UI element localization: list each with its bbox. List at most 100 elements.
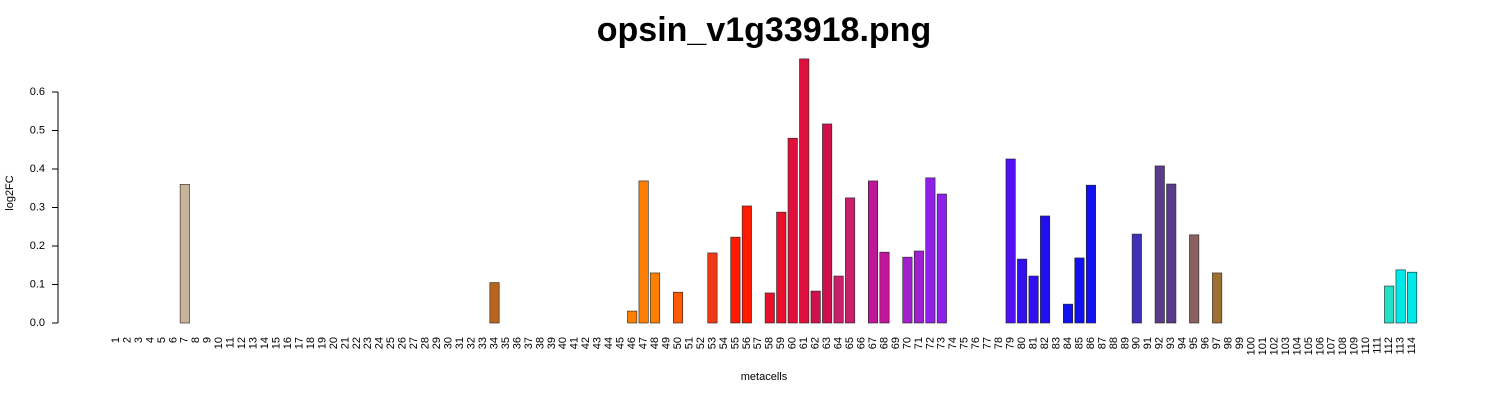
x-tick-label: 2: [121, 337, 133, 343]
x-tick-label: 97: [1211, 337, 1223, 349]
x-tick-label: 94: [1177, 337, 1189, 349]
x-tick-label: 13: [248, 337, 260, 349]
x-tick-label: 44: [603, 337, 615, 349]
x-tick-label: 82: [1039, 337, 1051, 349]
x-tick-label: 14: [259, 337, 271, 349]
x-tick-label: 80: [1016, 337, 1028, 349]
x-tick-label: 95: [1188, 337, 1200, 349]
y-tick-label: 0.4: [30, 163, 45, 175]
x-tick-label: 17: [293, 337, 305, 349]
x-tick-label: 68: [878, 337, 890, 349]
bar: [1074, 257, 1085, 324]
x-tick-label: 103: [1280, 337, 1292, 355]
x-tick-label: 30: [443, 337, 455, 349]
x-tick-label: 96: [1200, 337, 1212, 349]
y-axis-label: log2FC: [4, 175, 16, 211]
x-tick-label: 74: [947, 337, 959, 349]
bar: [741, 205, 752, 324]
bar: [1166, 183, 1177, 324]
bar: [179, 184, 190, 324]
x-tick-label: 88: [1108, 337, 1120, 349]
bar: [833, 275, 844, 324]
x-tick-label: 104: [1291, 337, 1303, 355]
x-tick-label: 114: [1406, 337, 1418, 355]
bar: [1005, 158, 1016, 324]
x-tick-label: 6: [167, 337, 179, 343]
bar: [707, 252, 718, 324]
x-tick-label: 49: [660, 337, 672, 349]
x-tick-label: 65: [844, 337, 856, 349]
x-tick-label: 100: [1245, 337, 1257, 355]
x-tick-label: 27: [408, 337, 420, 349]
bar: [1085, 184, 1096, 324]
x-tick-label: 61: [798, 337, 810, 349]
y-tick-label: 0.6: [30, 86, 45, 98]
bar: [1040, 215, 1051, 324]
x-tick-label: 36: [511, 337, 523, 349]
bar: [1017, 258, 1028, 324]
x-tick-label: 63: [821, 337, 833, 349]
x-tick-label: 25: [385, 337, 397, 349]
x-tick-label: 1: [110, 337, 122, 343]
x-tick-label: 47: [638, 337, 650, 349]
x-tick-label: 3: [133, 337, 145, 343]
x-tick-label: 85: [1073, 337, 1085, 349]
x-tick-label: 78: [993, 337, 1005, 349]
x-tick-label: 4: [144, 337, 156, 343]
bar: [730, 236, 741, 324]
x-tick-label: 15: [270, 337, 282, 349]
x-tick-label: 71: [913, 337, 925, 349]
x-tick-label: 107: [1326, 337, 1338, 355]
bar: [822, 123, 833, 324]
x-tick-label: 12: [236, 337, 248, 349]
bar: [879, 251, 890, 324]
x-tick-label: 42: [580, 337, 592, 349]
x-tick-label: 23: [362, 337, 374, 349]
y-tick-label: 0.2: [30, 240, 45, 252]
x-tick-label: 110: [1360, 337, 1372, 355]
x-tick-label: 72: [924, 337, 936, 349]
bar: [1407, 271, 1418, 324]
x-tick-label: 83: [1050, 337, 1062, 349]
x-tick-label: 113: [1395, 337, 1407, 355]
x-tick-label: 18: [305, 337, 317, 349]
x-tick-label: 11: [225, 337, 237, 348]
y-tick-label: 0.5: [30, 124, 45, 136]
bar: [1395, 269, 1406, 324]
x-tick-label: 26: [397, 337, 409, 349]
x-tick-label: 60: [787, 337, 799, 349]
x-tick-label: 10: [213, 337, 225, 349]
x-tick-label: 66: [855, 337, 867, 349]
bar: [638, 180, 649, 324]
x-tick-label: 62: [810, 337, 822, 349]
bar: [1189, 234, 1200, 324]
x-tick-label: 102: [1268, 337, 1280, 355]
x-tick-label: 105: [1303, 337, 1315, 355]
bar: [1028, 275, 1039, 324]
x-tick-label: 46: [626, 337, 638, 349]
bar: [936, 193, 947, 324]
x-tick-label: 43: [592, 337, 604, 349]
bar: [845, 197, 856, 324]
bar: [1212, 272, 1223, 324]
bar: [650, 272, 661, 324]
x-tick-label: 45: [615, 337, 627, 349]
x-tick-label: 89: [1119, 337, 1131, 349]
y-tick-label: 0.0: [30, 317, 45, 329]
x-tick-label: 111: [1372, 337, 1384, 354]
x-tick-label: 93: [1165, 337, 1177, 349]
x-tick-label: 16: [282, 337, 294, 349]
x-tick-label: 77: [982, 337, 994, 349]
x-tick-label: 20: [328, 337, 340, 349]
x-tick-label: 52: [695, 337, 707, 349]
x-tick-label: 24: [374, 337, 386, 349]
x-tick-label: 90: [1131, 337, 1143, 349]
x-tick-label: 92: [1154, 337, 1166, 349]
x-tick-label: 84: [1062, 337, 1074, 349]
x-tick-label: 40: [557, 337, 569, 349]
x-tick-label: 67: [867, 337, 879, 349]
x-tick-label: 87: [1096, 337, 1108, 349]
x-tick-label: 58: [764, 337, 776, 349]
